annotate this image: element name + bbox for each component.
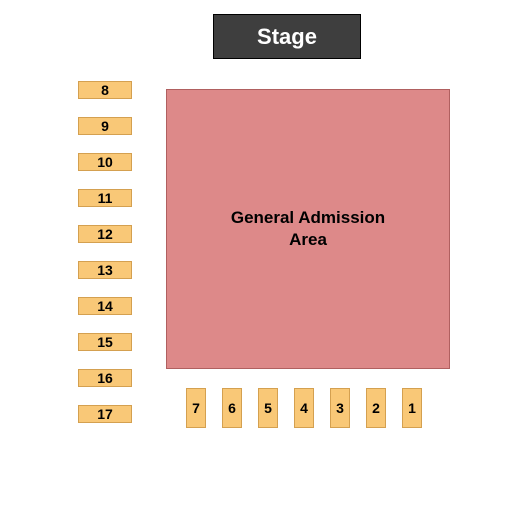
seat-label: 5 (264, 400, 272, 416)
seat-label: 7 (192, 400, 200, 416)
seat-7[interactable]: 7 (186, 388, 206, 428)
seat-12[interactable]: 12 (78, 225, 132, 243)
seat-label: 9 (101, 118, 109, 134)
seat-label: 13 (97, 262, 113, 278)
seat-label: 11 (98, 190, 113, 206)
seat-1[interactable]: 1 (402, 388, 422, 428)
stage-block[interactable]: Stage (213, 14, 361, 59)
seat-6[interactable]: 6 (222, 388, 242, 428)
seat-label: 3 (336, 400, 344, 416)
seat-15[interactable]: 15 (78, 333, 132, 351)
seating-chart: Stage General AdmissionArea 891011121314… (0, 0, 525, 525)
seat-label: 8 (101, 82, 109, 98)
seat-13[interactable]: 13 (78, 261, 132, 279)
seat-label: 17 (97, 406, 113, 422)
seat-5[interactable]: 5 (258, 388, 278, 428)
seat-4[interactable]: 4 (294, 388, 314, 428)
seat-label: 4 (300, 400, 308, 416)
seat-17[interactable]: 17 (78, 405, 132, 423)
seat-11[interactable]: 11 (78, 189, 132, 207)
seat-label: 14 (97, 298, 113, 314)
seat-label: 1 (408, 400, 416, 416)
seat-14[interactable]: 14 (78, 297, 132, 315)
seat-label: 6 (228, 400, 236, 416)
seat-label: 16 (97, 370, 113, 386)
seat-10[interactable]: 10 (78, 153, 132, 171)
seat-label: 15 (97, 334, 113, 350)
seat-label: 12 (97, 226, 113, 242)
seat-8[interactable]: 8 (78, 81, 132, 99)
seat-9[interactable]: 9 (78, 117, 132, 135)
seat-16[interactable]: 16 (78, 369, 132, 387)
stage-label: Stage (257, 24, 317, 50)
seat-2[interactable]: 2 (366, 388, 386, 428)
general-admission-area[interactable]: General AdmissionArea (166, 89, 450, 369)
seat-3[interactable]: 3 (330, 388, 350, 428)
seat-label: 2 (372, 400, 380, 416)
seat-label: 10 (97, 154, 113, 170)
ga-label: General AdmissionArea (231, 207, 385, 251)
